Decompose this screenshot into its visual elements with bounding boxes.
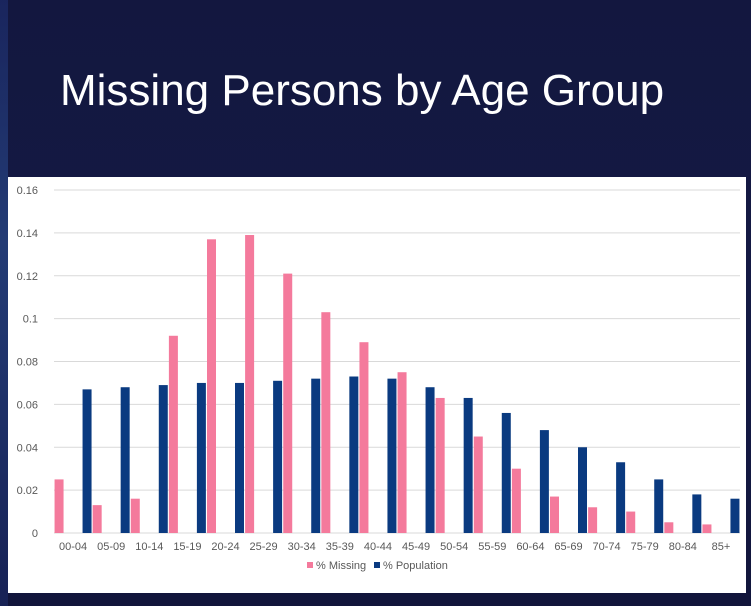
y-tick-label: 0.08 [17,357,38,369]
bar-missing [283,273,293,533]
x-tick-label: 15-19 [173,541,201,553]
bar-missing [702,524,712,533]
bar-population [273,380,283,533]
legend-swatch [374,562,380,568]
bar-missing [207,239,216,533]
x-axis: 00-04 05-09 10-14 15-19 20-24 25-29 30-34 35-39… [59,541,730,553]
bar-population [730,498,740,533]
bar-population [311,378,321,533]
bar-population [578,447,587,533]
bar-missing [92,505,102,533]
x-tick-label: 85+ [712,541,731,553]
bar-missing [397,372,407,533]
bar-missing [435,397,445,533]
y-tick-label: 0 [32,528,38,540]
y-tick-label: 0.02 [17,485,38,497]
slide-edge-decoration [0,0,8,606]
bars-layer [54,235,740,534]
grid-layer: 0 0.02 0.04 0.06 0.08 0.1 0.12 0.14 0.16 [17,185,740,540]
x-tick-label: 65-69 [554,541,582,553]
x-tick-label: 35-39 [326,541,354,553]
bar-population [425,387,435,533]
slide-title: Missing Persons by Age Group [60,66,665,115]
bar-missing [359,342,369,533]
legend-swatch [307,562,313,568]
x-tick-label: 25-29 [250,541,278,553]
y-tick-label: 0.04 [17,442,38,454]
x-tick-label: 55-59 [478,541,506,553]
bar-population [654,479,664,533]
bar-missing [511,468,521,533]
x-tick-label: 60-64 [516,541,544,553]
chart-panel: 0 0.02 0.04 0.06 0.08 0.1 0.12 0.14 0.16 00-04 05… [8,177,746,593]
x-tick-label: 30-34 [288,541,316,553]
bar-population [616,462,626,533]
bar-population [349,376,359,533]
bar-missing [168,335,178,533]
bar-population [158,385,168,533]
bar-population [120,387,130,533]
bar-missing [550,496,559,533]
bar-population [235,382,244,533]
y-tick-label: 0.16 [17,185,38,197]
y-tick-label: 0.14 [17,228,38,240]
y-tick-label: 0.1 [23,314,38,326]
legend: % Missing % Population [307,560,448,572]
y-tick-label: 0.06 [17,399,38,411]
x-tick-label: 10-14 [135,541,163,553]
bar-population [692,494,702,533]
x-tick-label: 20-24 [211,541,239,553]
x-tick-label: 70-74 [593,541,621,553]
x-tick-label: 75-79 [631,541,659,553]
bar-missing [321,312,331,533]
x-tick-label: 05-09 [97,541,125,553]
bar-population [82,389,92,533]
bar-missing [473,436,483,533]
bar-chart: 0 0.02 0.04 0.06 0.08 0.1 0.12 0.14 0.16 00-04 05… [17,185,740,572]
legend-label: % Missing [316,560,366,572]
bar-missing [664,522,674,533]
x-tick-label: 00-04 [59,541,87,553]
bar-missing [245,235,255,534]
x-tick-label: 45-49 [402,541,430,553]
bar-missing [130,498,140,533]
bar-population [196,382,206,533]
bar-missing [626,511,636,533]
bar-missing [588,507,598,533]
bar-population [387,378,397,533]
x-tick-label: 80-84 [669,541,697,553]
legend-label: % Population [383,560,448,572]
bar-population [539,430,549,533]
y-tick-label: 0.12 [17,271,38,283]
bar-missing [54,479,64,533]
bar-population [501,412,511,533]
x-tick-label: 40-44 [364,541,392,553]
x-tick-label: 50-54 [440,541,468,553]
bar-population [463,397,473,533]
